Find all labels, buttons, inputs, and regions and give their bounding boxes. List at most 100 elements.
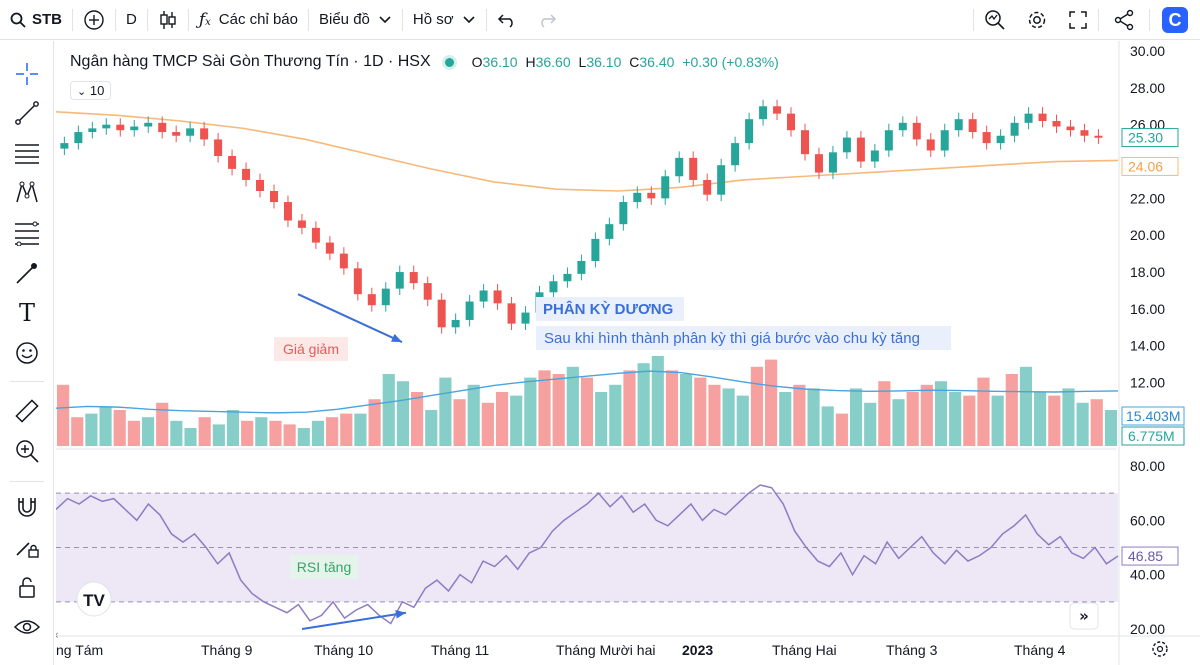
candle-body bbox=[926, 139, 935, 151]
collapse-chevron-icon[interactable]: ‹ bbox=[56, 628, 59, 642]
settings-button[interactable] bbox=[1016, 0, 1058, 40]
candle-body bbox=[745, 119, 754, 144]
candle-body bbox=[828, 152, 837, 173]
time-tick-label: Tháng 4 bbox=[1014, 642, 1066, 658]
price-tick-label: 18.00 bbox=[1130, 264, 1165, 280]
candle-body bbox=[297, 220, 306, 228]
volume-bar bbox=[722, 388, 735, 446]
candle-body bbox=[563, 273, 572, 282]
candle-body bbox=[912, 122, 921, 140]
chart-canvas[interactable]: Giá giảm RSI tăng PHÂN KỲ DƯƠNG Sau khi … bbox=[56, 41, 1200, 665]
candle-body bbox=[856, 137, 865, 162]
candle-body bbox=[88, 128, 97, 133]
volume-bar bbox=[694, 377, 707, 446]
candle-body bbox=[954, 119, 963, 131]
candle-body bbox=[870, 150, 879, 162]
text-tool[interactable]: T bbox=[11, 297, 43, 329]
compare-button[interactable] bbox=[73, 0, 115, 40]
volume-bars bbox=[57, 356, 1117, 446]
time-tick-label: Tháng Hai bbox=[772, 642, 837, 658]
candle-body bbox=[116, 124, 125, 131]
measure-tool[interactable] bbox=[11, 395, 43, 427]
share-button[interactable] bbox=[1099, 0, 1149, 40]
last-price-badge-box bbox=[1121, 128, 1179, 148]
profile-dropdown[interactable]: Hồ sơ bbox=[403, 0, 486, 40]
volume-bar bbox=[849, 388, 863, 446]
interval-button[interactable]: D bbox=[116, 0, 147, 40]
divider bbox=[1149, 9, 1150, 31]
legend-title[interactable]: Ngân hàng TMCP Sài Gòn Thương Tín · 1D ·… bbox=[70, 53, 431, 70]
candle-body bbox=[325, 242, 334, 254]
chart-type-label: Biểu đồ bbox=[319, 11, 370, 28]
candles bbox=[60, 99, 1103, 334]
trend-line-tool[interactable] bbox=[11, 97, 43, 129]
redo-button[interactable] bbox=[527, 0, 567, 40]
volume-bar bbox=[241, 420, 254, 446]
volume-bar bbox=[170, 420, 183, 446]
volume-bar bbox=[467, 384, 480, 446]
brush-tool[interactable] bbox=[11, 257, 43, 289]
scroll-to-latest-button[interactable]: » bbox=[1069, 602, 1099, 630]
candle-body bbox=[256, 179, 265, 191]
candle-body bbox=[633, 192, 642, 203]
candle-body bbox=[172, 132, 181, 136]
lock-drawing-tool[interactable] bbox=[11, 531, 43, 563]
symbol-search[interactable]: STB bbox=[0, 0, 72, 40]
fib-tool[interactable] bbox=[11, 217, 43, 249]
volume-bar bbox=[835, 413, 848, 446]
rsi-badge: 46.85 bbox=[1121, 546, 1179, 566]
candle-body bbox=[437, 299, 446, 328]
rsi-divergence-arrow bbox=[301, 610, 407, 630]
chart-type-dropdown[interactable]: Biểu đồ bbox=[309, 0, 402, 40]
candle-body bbox=[409, 272, 418, 284]
volume-bar bbox=[878, 381, 891, 446]
divider bbox=[187, 8, 189, 31]
time-tick-label: Tháng 10 bbox=[314, 642, 373, 658]
app-logo[interactable]: C bbox=[1150, 0, 1200, 40]
horizontal-lines-tool[interactable] bbox=[11, 137, 43, 169]
divider bbox=[1098, 9, 1099, 31]
axis-settings-button[interactable] bbox=[1152, 641, 1168, 657]
volume-badge-text: 6.775M bbox=[1128, 428, 1175, 444]
volume-bar bbox=[609, 384, 622, 446]
fullscreen-button[interactable] bbox=[1058, 0, 1098, 40]
price-arrow-head bbox=[391, 333, 402, 343]
volume-bar bbox=[963, 395, 976, 446]
candle-body bbox=[353, 268, 362, 295]
last-price-badge: 25.30 bbox=[1121, 128, 1179, 148]
indicators-button[interactable]: ƒx Các chỉ báo bbox=[189, 0, 308, 40]
candle-body bbox=[200, 128, 209, 140]
time-axis-ticks: ng Tám Tháng 9 Tháng 10 Tháng 11 Tháng Mười … bbox=[56, 642, 1066, 658]
rsi-tick-label: 80.00 bbox=[1130, 458, 1165, 474]
lock-tool[interactable] bbox=[11, 571, 43, 603]
tradingview-logo[interactable]: TV bbox=[76, 581, 112, 617]
volume-ma-badge: 15.403M bbox=[1121, 406, 1185, 426]
pattern-tool[interactable] bbox=[11, 177, 43, 209]
candle-body bbox=[773, 106, 782, 114]
candle-body bbox=[787, 113, 796, 131]
zoom-tool[interactable] bbox=[11, 435, 43, 467]
rsi-tick-label: 40.00 bbox=[1130, 567, 1165, 583]
magnet-tool[interactable] bbox=[11, 491, 43, 523]
candle-body bbox=[451, 319, 460, 328]
volume-bar bbox=[807, 388, 820, 446]
undo-button[interactable] bbox=[487, 0, 527, 40]
chart-area[interactable]: Giá giảm RSI tăng PHÂN KỲ DƯƠNG Sau khi … bbox=[56, 41, 1200, 665]
emoji-tool[interactable] bbox=[11, 337, 43, 369]
bar-style-button[interactable] bbox=[148, 0, 188, 40]
price-divergence-arrow bbox=[297, 293, 403, 343]
crosshair-tool[interactable] bbox=[11, 58, 43, 90]
volume-bar bbox=[141, 417, 155, 446]
volume-bar bbox=[57, 384, 70, 446]
volume-badge: 6.775M bbox=[1121, 426, 1185, 446]
divider bbox=[485, 8, 487, 31]
candle-body bbox=[465, 301, 474, 320]
time-tick-label: Tháng 11 bbox=[431, 642, 489, 658]
indicator-collapse-chip[interactable]: ⌄ 10 bbox=[70, 81, 112, 100]
visibility-tool[interactable] bbox=[11, 611, 43, 643]
ma-badge: 24.06 bbox=[1121, 156, 1179, 176]
volume-badge-box bbox=[1121, 426, 1185, 446]
candle-body bbox=[1094, 135, 1103, 138]
quick-search-button[interactable] bbox=[974, 0, 1016, 40]
price-down-label-bg bbox=[274, 337, 348, 361]
